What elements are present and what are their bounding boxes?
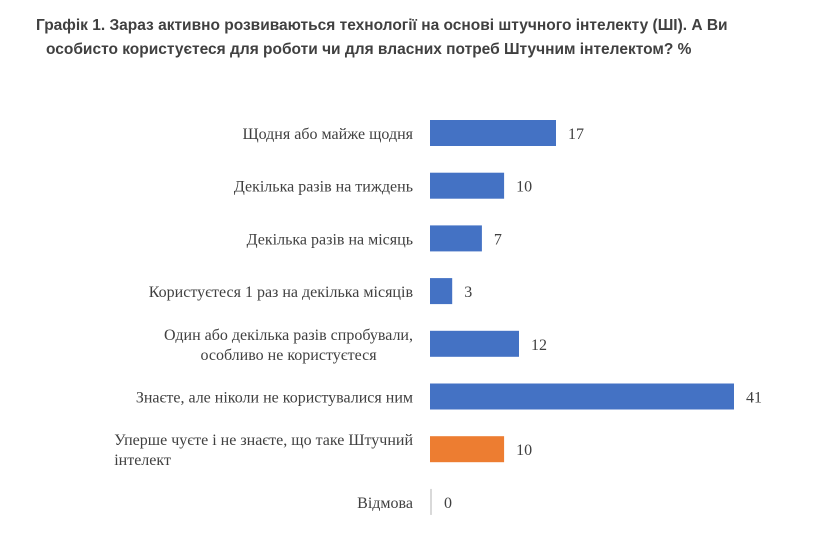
category-label-7-line-1: Уперше чуєте і не знаєте, що таке Штучни… <box>114 432 413 449</box>
bar-1 <box>430 120 556 146</box>
value-label-1: 17 <box>568 126 584 143</box>
bar-5 <box>430 330 519 357</box>
value-label-2: 10 <box>516 179 532 196</box>
category-label-5-line-1: Один або декілька разів спробували, <box>164 327 413 344</box>
category-label-4: Користуєтеся 1 раз на декілька місяців <box>149 284 414 301</box>
value-label-6: 41 <box>746 390 762 407</box>
chart-title: Графік 1. Зараз активно розвиваються тех… <box>36 14 816 62</box>
value-label-7: 10 <box>516 442 532 459</box>
bar-4 <box>430 278 453 305</box>
chart-title-line-1: Графік 1. Зараз активно розвиваються тех… <box>36 17 728 34</box>
bar-2 <box>430 172 505 199</box>
value-label-3: 7 <box>494 231 502 248</box>
category-label-5-line-2: особливо не користуєтеся <box>200 347 377 364</box>
value-label-4: 3 <box>464 284 472 301</box>
value-label-8: 0 <box>444 495 452 512</box>
bar-6 <box>430 383 734 410</box>
category-label-1: Щодня або майже щодня <box>242 126 413 143</box>
category-label-2: Декілька разів на тиждень <box>234 179 413 196</box>
bar-8 <box>430 488 432 515</box>
category-label-7-line-2: інтелект <box>114 452 171 469</box>
bar-7 <box>430 436 505 463</box>
category-label-3: Декілька разів на місяць <box>247 231 413 248</box>
chart-title-line-2: особисто користуєтеся для роботи чи для … <box>46 41 692 58</box>
bar-3 <box>430 225 482 252</box>
category-label-8: Відмова <box>357 495 413 512</box>
value-label-5: 12 <box>531 337 547 354</box>
category-label-6: Знаєте, але ніколи не користувалися ним <box>136 390 413 407</box>
